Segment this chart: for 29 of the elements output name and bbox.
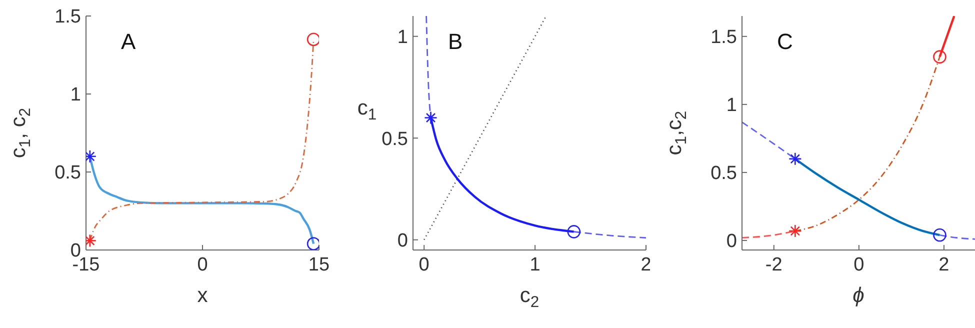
y-tick-label: 1 xyxy=(70,84,81,106)
annotation: A xyxy=(120,29,136,54)
annotation: B xyxy=(448,29,463,54)
x-tick-label: 0 xyxy=(418,254,430,276)
y-tick-label: 0 xyxy=(726,231,737,252)
point xyxy=(933,228,946,242)
x-tick-label: 0 xyxy=(854,254,864,276)
x-tick-label: 0 xyxy=(197,254,208,276)
x-tick-label: -2 xyxy=(765,254,782,276)
point xyxy=(306,32,319,46)
y-tick-label: 0.5 xyxy=(710,163,737,184)
point xyxy=(306,237,319,250)
y-tick-label: 0 xyxy=(397,230,408,252)
y-tick-label: 0.5 xyxy=(54,162,81,184)
y-tick-label: 1.5 xyxy=(710,27,737,48)
x-tick-label: 15 xyxy=(308,254,330,276)
y-axis-title: c$_{1}$ xyxy=(357,96,377,124)
y-tick-label: 0.5 xyxy=(382,128,408,150)
x-axis-title: ϕ xyxy=(852,284,864,307)
x-tick-label: 1 xyxy=(530,254,540,276)
x-axis-title: x xyxy=(197,284,208,307)
x-tick-label: 2 xyxy=(640,254,652,276)
y-tick-label: 1 xyxy=(726,95,737,116)
point xyxy=(933,50,946,64)
y-tick-label: 1 xyxy=(397,27,408,48)
x-tick-label: 2 xyxy=(938,254,950,276)
x-axis-title: c$_{2}$ xyxy=(520,284,540,311)
annotation: C xyxy=(776,29,793,54)
y-tick-label: 1.5 xyxy=(54,6,81,28)
